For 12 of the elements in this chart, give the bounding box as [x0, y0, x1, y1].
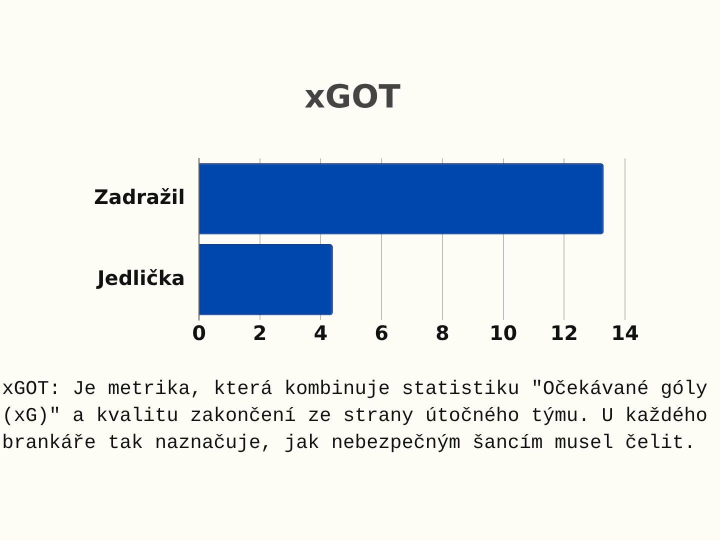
x-tick-label: 6 — [374, 321, 389, 346]
chart-title: xGOT — [304, 78, 401, 116]
y-tick-label: Jedlička — [95, 266, 186, 290]
x-tick-label: 2 — [252, 321, 267, 346]
y-tick-label: Zadražil — [94, 185, 186, 210]
text: xGOT: Je metrika, která kombinuje statistiku "Očekávané góly (xG)" a kvalitu zakončení ze strany útočného týmu. U každého brankáře tak naznačuje, jak nebezpečným šancím musel čelit. — [2, 377, 708, 456]
x-tick-label: 4 — [314, 321, 328, 346]
x-tick-label: 12 — [550, 321, 578, 346]
x-tick-label: 10 — [489, 321, 518, 346]
x-tick-label: 0 — [192, 321, 206, 346]
x-tick-label: 8 — [435, 321, 450, 346]
x-tick-label: 14 — [611, 321, 639, 346]
